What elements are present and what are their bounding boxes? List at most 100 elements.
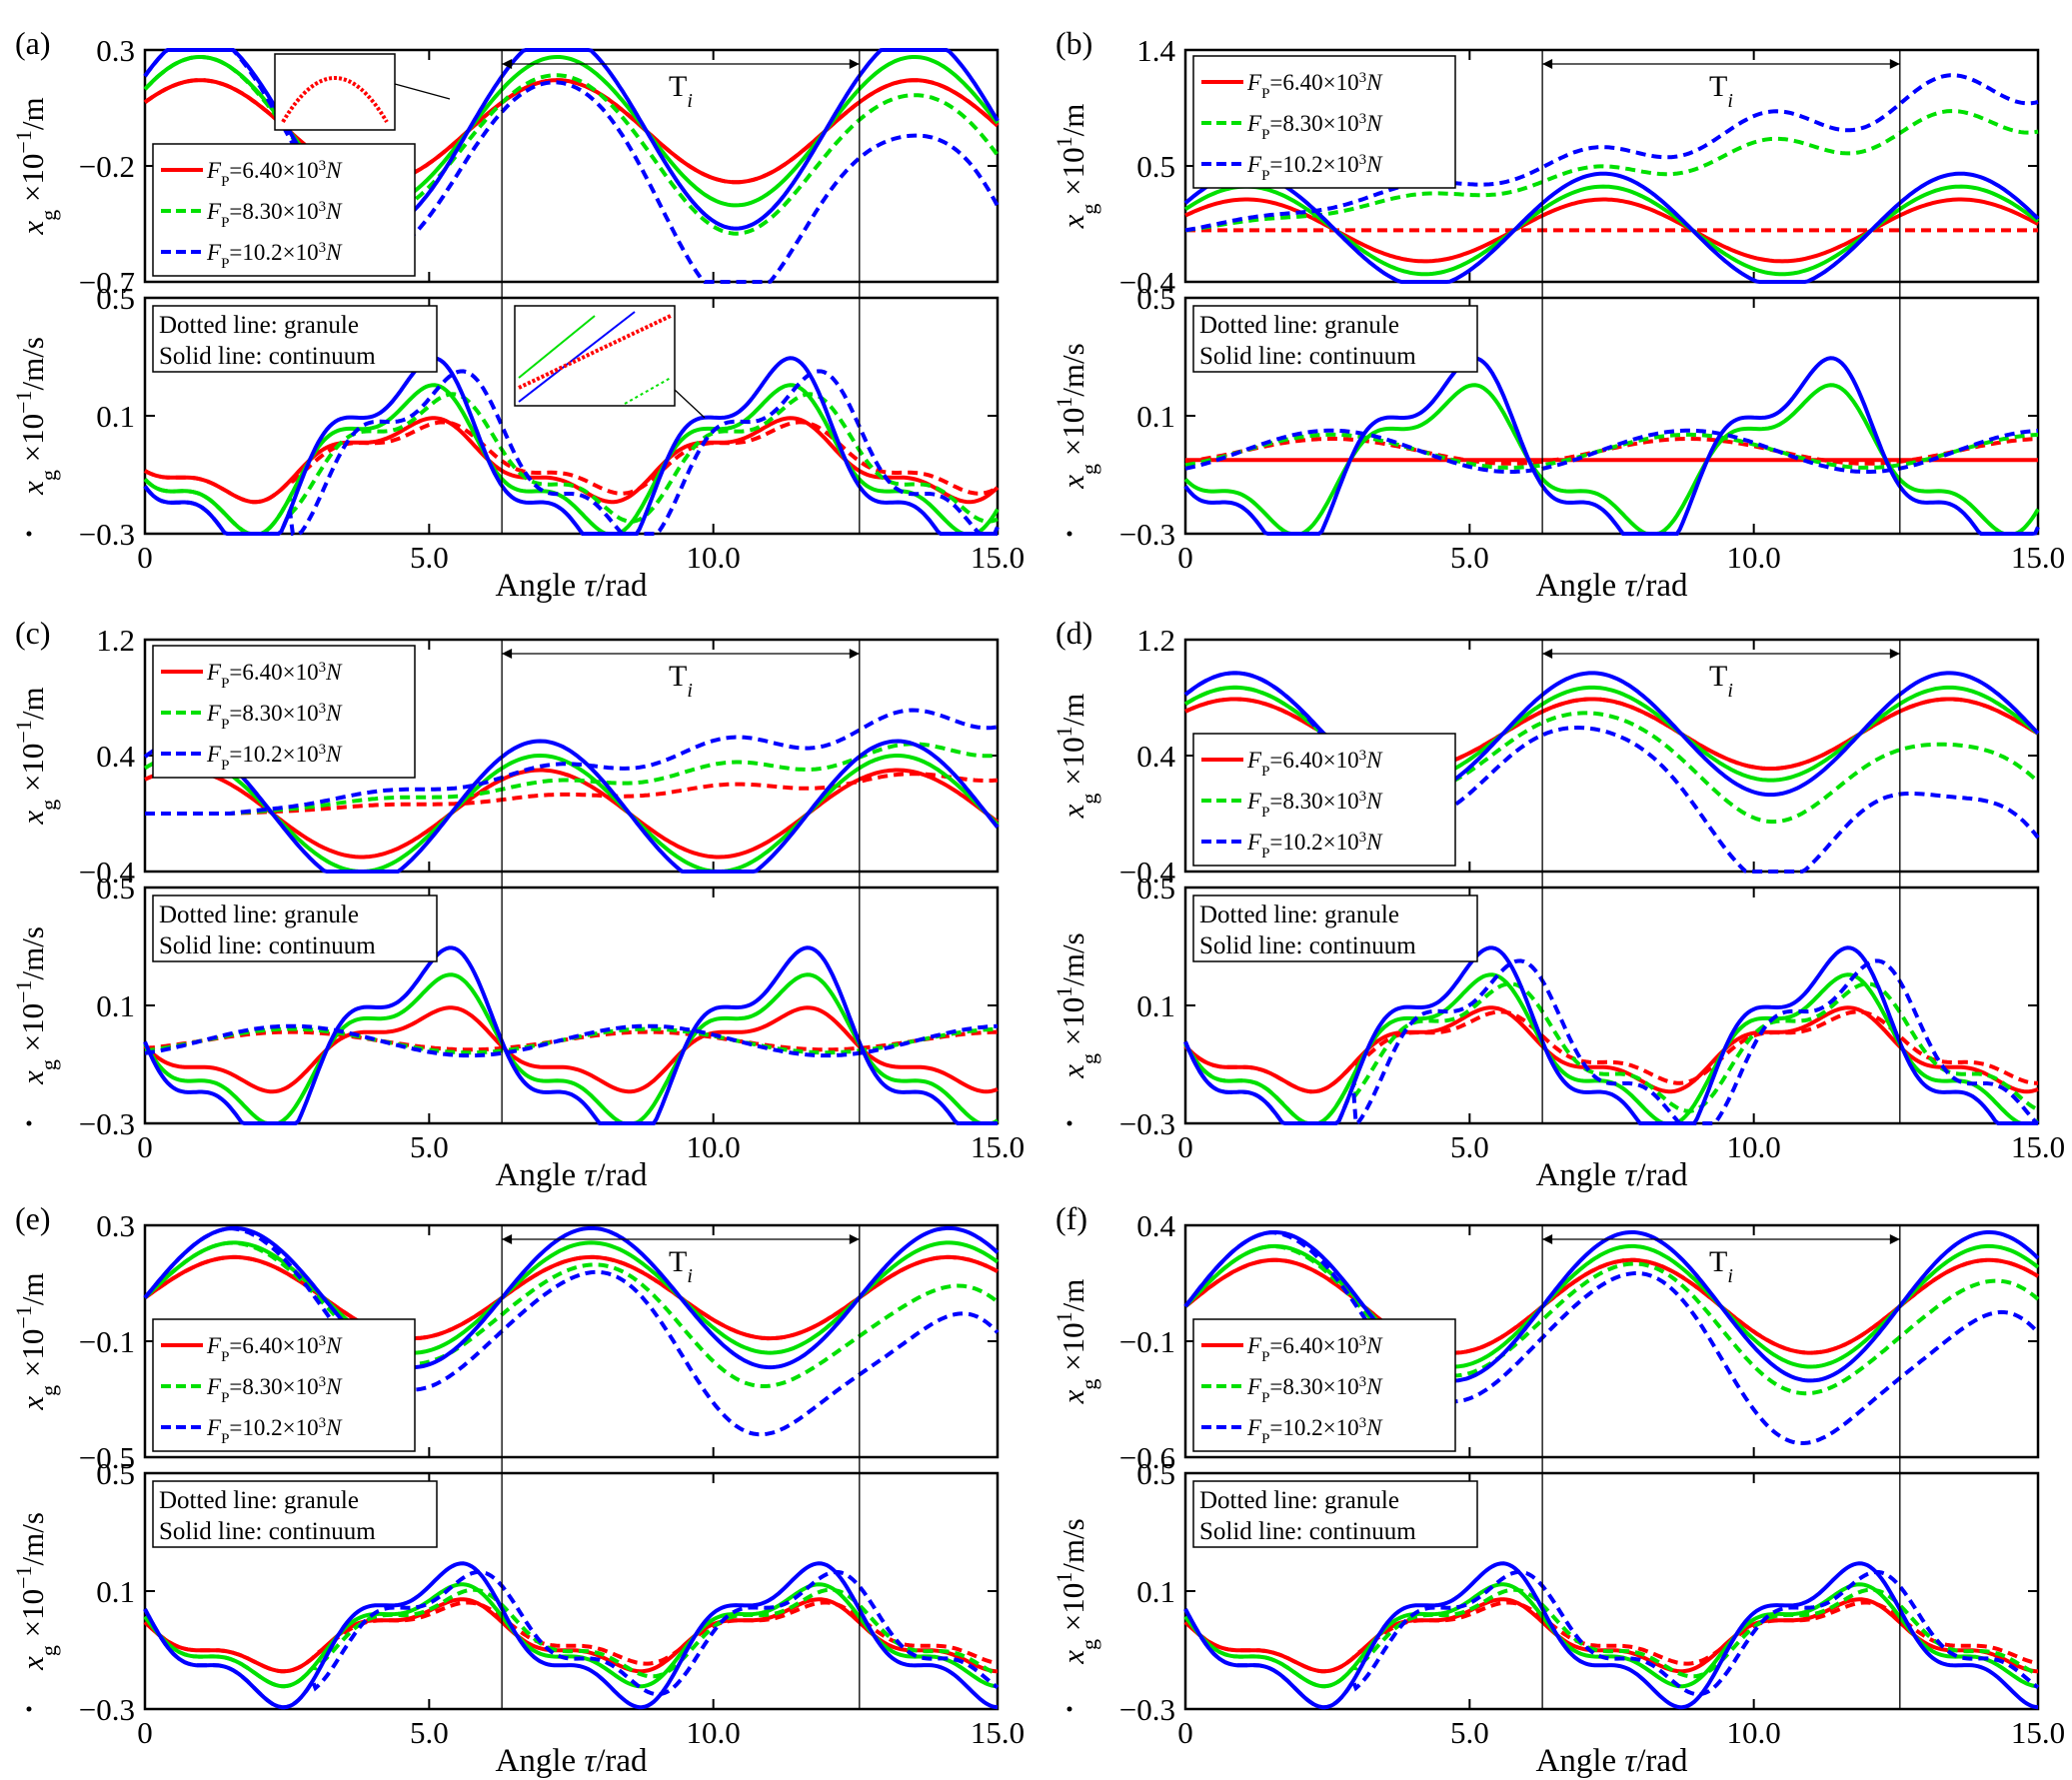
series-line-dotted xyxy=(143,369,998,536)
period-label: Ti xyxy=(1709,660,1733,702)
series-line-solid xyxy=(143,753,1000,875)
y-axis-label-velocity: xg ×10−1/m/s xyxy=(11,926,61,1085)
series-line-solid xyxy=(1183,356,2040,536)
legend-entry: FP=8.30×103N xyxy=(206,199,343,231)
y-axis-label-velocity: xg ×101/m/s xyxy=(1051,1518,1101,1664)
panel-label: (c) xyxy=(15,615,51,651)
x-tick-label: 5.0 xyxy=(410,1715,449,1750)
series-line-solid xyxy=(143,739,1000,874)
y-tick-label: 0.1 xyxy=(1136,1574,1175,1609)
series-line-dotted xyxy=(144,1029,999,1052)
zoom-inset xyxy=(514,305,676,407)
legend-entry: FP=8.30×103N xyxy=(206,1374,343,1406)
line-style-note: Dotted line: granule Solid line: continuu… xyxy=(152,1480,438,1548)
legend: FP=6.40×103N FP=8.30×103N FP=10.2×103N xyxy=(1192,55,1456,189)
series-line-dotted xyxy=(1183,1600,2039,1674)
series-line-solid xyxy=(143,356,1000,536)
y-tick-label: −0.2 xyxy=(79,149,135,184)
note-text: Solid line: continuum xyxy=(159,343,376,370)
x-tick-label: 15.0 xyxy=(971,1715,1025,1750)
series-line-solid xyxy=(143,1597,999,1674)
panel-b: (b) 1.40.5−0.40.50.1−0.30 5.0 10.0 15.0TiFP=… xyxy=(1051,25,2066,604)
legend-entry: FP=8.30×103N xyxy=(1246,1374,1383,1406)
x-tick-label: 0 xyxy=(1177,540,1193,575)
y-axis-label-displacement: xg ×10−1/m xyxy=(11,97,61,235)
series-line-dotted xyxy=(1183,1569,2040,1710)
x-tick-label: 15.0 xyxy=(971,540,1025,575)
panel-d: (d) 1.2 0.4 −0.40.5 0.1 −0.30 5.0 10.0 15.0 Ti FP=… xyxy=(1051,615,2066,1193)
y-tick-label: −0.4 xyxy=(79,855,136,890)
legend-entry: FP=6.40×103N xyxy=(1246,1333,1383,1365)
line-style-note: Dotted line: granule Solid line: continuu… xyxy=(152,894,438,962)
legend: FP=6.40×103N FP=8.30×103N FP=10.2×103N xyxy=(1192,733,1456,867)
x-tick-label: 0 xyxy=(137,1715,153,1750)
y-tick-label: −0.1 xyxy=(79,1324,135,1359)
y-tick-label: −0.6 xyxy=(1119,1440,1175,1475)
y-axis-label-velocity: xg ×101/m/s xyxy=(1051,932,1101,1078)
y-tick-label: 0.5 xyxy=(96,871,135,905)
legend: FP=6.40×103N FP=8.30×103N FP=10.2×103N xyxy=(152,1318,416,1452)
y-tick-label: 1.2 xyxy=(1136,623,1175,658)
velocity-dot-accent xyxy=(1066,531,1072,537)
x-tick-label: 10.0 xyxy=(687,540,741,575)
note-text: Dotted line: granule xyxy=(1199,312,1399,339)
y-tick-label: 0.3 xyxy=(96,1208,135,1243)
y-tick-label: 1.2 xyxy=(96,623,135,658)
period-label: Ti xyxy=(669,1245,693,1287)
series-line-solid xyxy=(143,1225,1000,1370)
series-line-dotted xyxy=(1183,1009,2038,1094)
x-tick-label: 15.0 xyxy=(2011,1715,2065,1750)
y-axis-label-displacement: xg ×10−1/m xyxy=(11,687,61,825)
y-tick-label: 0.1 xyxy=(1136,399,1175,434)
panel-f: (f) 0.4 −0.1 −0.60.5 0.1 −0.30 5.0 10.0 15.0 Ti FP… xyxy=(1051,1200,2066,1779)
series-line-dotted xyxy=(1183,981,2039,1125)
inset-line xyxy=(624,377,672,405)
y-axis-label-displacement: xg ×101/m xyxy=(1051,104,1101,230)
panel-c: (c) 1.2 0.4 −0.40.5 0.1 −0.30 5.0 10.0 15.0 Ti FP=… xyxy=(11,615,1026,1193)
legend-entry: FP=10.2×103N xyxy=(206,240,343,272)
series-line-dotted xyxy=(143,1226,1000,1437)
y-tick-label: 0.1 xyxy=(96,988,135,1023)
inset-line xyxy=(518,311,636,403)
legend-entry: FP=6.40×103N xyxy=(206,660,343,692)
line-style-note: Dotted line: granule Solid line: continuu… xyxy=(152,305,438,373)
series-line-dotted xyxy=(144,1026,999,1055)
legend-entry: FP=10.2×103N xyxy=(1246,1415,1383,1447)
series-line-dotted xyxy=(145,772,999,816)
panel-a: (a) 0.3 −0.2 −0.70.5 0.1 −0.30 5.0 10.0 15.0 Ti FP… xyxy=(11,25,1026,604)
x-axis-label: Angle τ/rad xyxy=(1535,1157,1688,1193)
line-style-note: Dotted line: granule Solid line: continuu… xyxy=(1192,305,1478,373)
x-axis-label: Angle τ/rad xyxy=(495,1157,648,1193)
y-tick-label: 0.5 xyxy=(96,281,135,316)
line-style-note: Dotted line: granule Solid line: continuu… xyxy=(1192,1480,1478,1548)
legend-entry: FP=8.30×103N xyxy=(206,701,343,733)
y-tick-label: 0.1 xyxy=(96,399,135,434)
y-tick-label: −0.7 xyxy=(79,265,135,300)
series-line-solid xyxy=(1183,171,2040,284)
y-tick-label: −0.3 xyxy=(1119,1106,1175,1141)
y-tick-label: −0.3 xyxy=(79,1106,135,1141)
legend-entry: FP=8.30×103N xyxy=(1246,111,1383,143)
period-label: Ti xyxy=(1709,1245,1733,1287)
x-tick-label: 10.0 xyxy=(1727,1715,1781,1750)
y-tick-label: 0.5 xyxy=(1136,149,1175,184)
period-label: Ti xyxy=(669,70,693,112)
legend-entry: FP=10.2×103N xyxy=(1246,152,1383,184)
note-text: Solid line: continuum xyxy=(159,1518,376,1545)
y-tick-label: −0.4 xyxy=(1119,855,1176,890)
y-axis-label-velocity: xg ×101/m/s xyxy=(1051,343,1101,489)
legend: FP=6.40×103N FP=8.30×103N FP=10.2×103N xyxy=(1192,1318,1456,1452)
note-frame xyxy=(1192,305,1478,373)
y-tick-label: −0.5 xyxy=(79,1440,135,1475)
inset-pointer xyxy=(674,389,706,419)
series-line-dotted xyxy=(143,392,999,536)
panel-label: (b) xyxy=(1055,25,1092,61)
velocity-dot-accent xyxy=(1066,1706,1072,1712)
y-tick-label: −0.3 xyxy=(1119,517,1175,552)
series-line-dotted xyxy=(1184,428,2039,474)
x-tick-label: 5.0 xyxy=(1450,1129,1489,1164)
series-line-dotted xyxy=(144,420,999,505)
series-line-dotted xyxy=(1183,958,2040,1127)
x-axis-label: Angle τ/rad xyxy=(1535,1743,1688,1779)
